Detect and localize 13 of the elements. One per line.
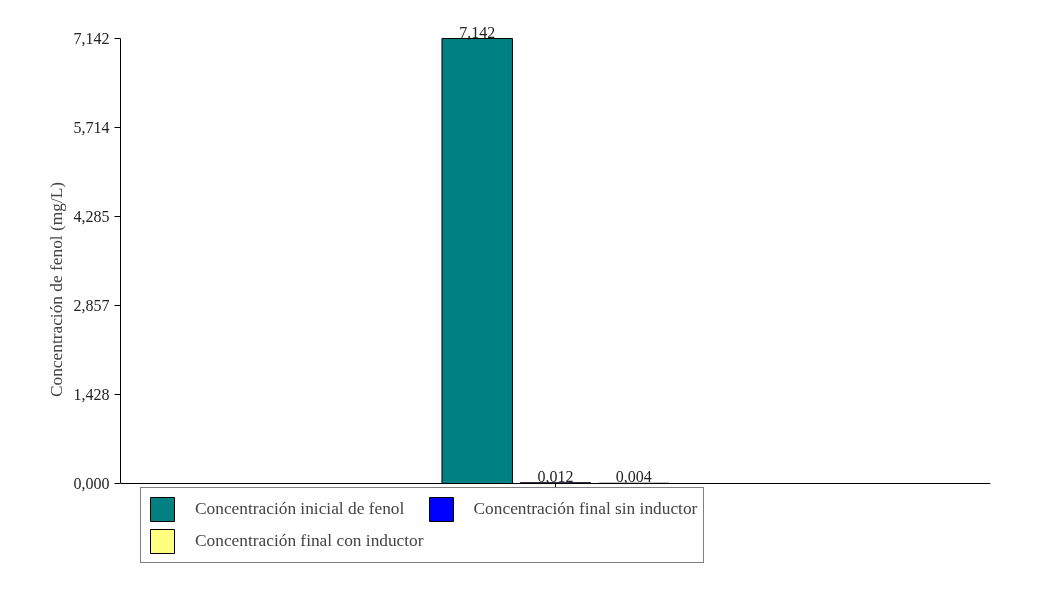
- legend-label: Concentración final sin inductor: [473, 499, 698, 519]
- y-tick-label: 4,285: [73, 208, 110, 226]
- data-label: 0,004: [615, 468, 652, 486]
- y-axis-title: Concentración de fenol (mg/L): [46, 181, 66, 398]
- y-tick-label: 7,142: [73, 30, 110, 47]
- y-tick-label: 2,857: [73, 296, 110, 314]
- legend-label: Concentración inicial de fenol: [195, 499, 405, 519]
- data-label: 0,012: [537, 467, 574, 485]
- y-tick-label: 0,000: [73, 475, 110, 492]
- y-tick-label: 1,428: [73, 386, 110, 404]
- y-tick-label: 5,714: [73, 118, 110, 136]
- data-label: 7,142: [459, 23, 496, 41]
- legend-label: Concentración final con inductor: [195, 531, 424, 551]
